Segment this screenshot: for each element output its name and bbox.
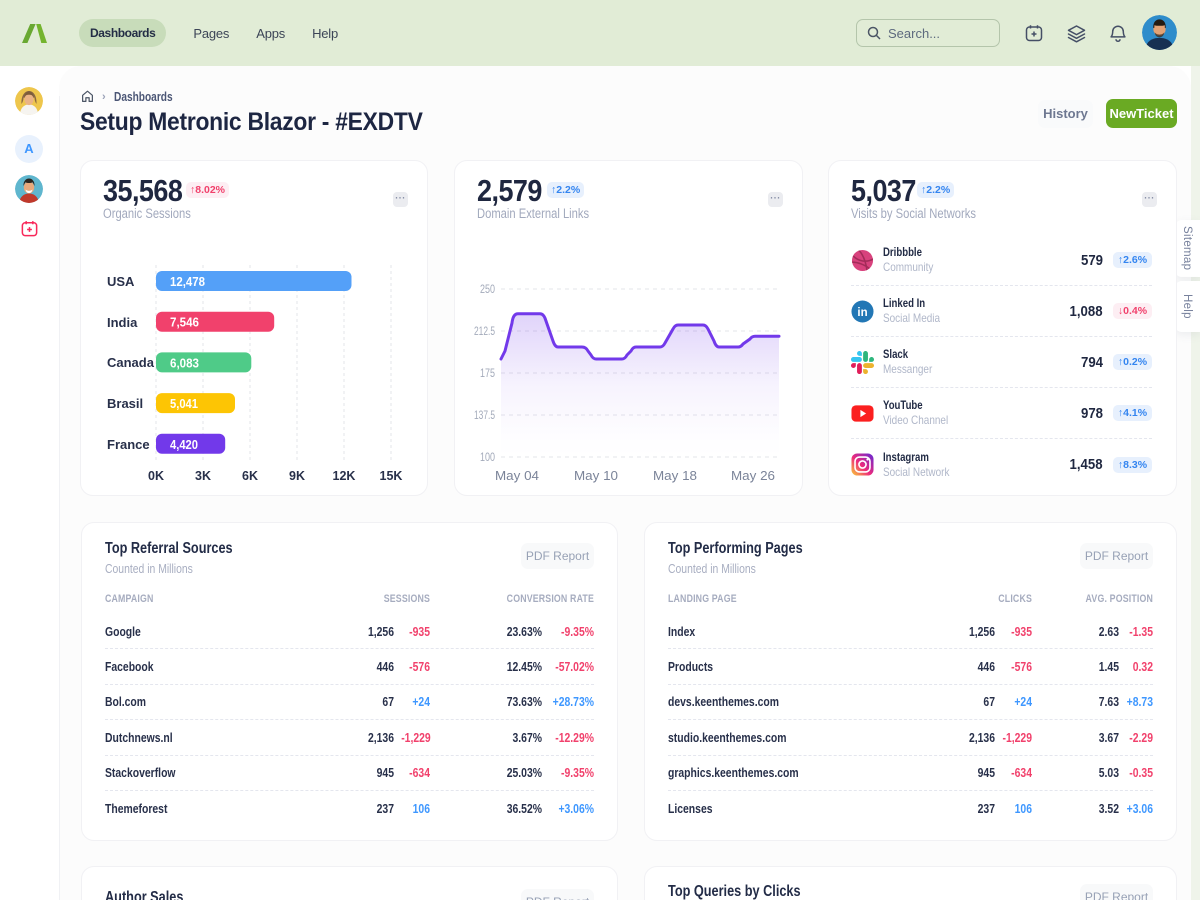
svg-text:12,478: 12,478	[170, 274, 205, 289]
svg-text:Canada: Canada	[107, 355, 155, 370]
svg-text:May 04: May 04	[495, 469, 539, 483]
svg-text:15K: 15K	[380, 469, 403, 483]
svg-text:May 18: May 18	[653, 469, 697, 483]
svg-text:India: India	[107, 315, 138, 330]
svg-text:7,546: 7,546	[170, 315, 199, 330]
svg-text:137.5: 137.5	[474, 410, 495, 422]
svg-text:12K: 12K	[333, 469, 356, 483]
svg-text:USA: USA	[107, 274, 135, 289]
svg-text:France: France	[107, 437, 150, 452]
svg-text:9K: 9K	[289, 469, 305, 483]
svg-text:6K: 6K	[242, 469, 258, 483]
svg-text:4,420: 4,420	[170, 437, 198, 452]
svg-text:250: 250	[480, 284, 495, 296]
svg-text:3K: 3K	[195, 469, 211, 483]
svg-text:100: 100	[480, 452, 495, 464]
svg-text:Brasil: Brasil	[107, 396, 143, 411]
svg-text:May 10: May 10	[574, 469, 618, 483]
svg-text:0K: 0K	[148, 469, 164, 483]
svg-text:212.5: 212.5	[474, 326, 495, 338]
svg-text:5,041: 5,041	[170, 396, 198, 411]
svg-text:175: 175	[480, 368, 495, 380]
svg-text:May 26: May 26	[731, 469, 775, 483]
svg-text:6,083: 6,083	[170, 355, 199, 370]
svg-text:in: in	[857, 306, 867, 318]
